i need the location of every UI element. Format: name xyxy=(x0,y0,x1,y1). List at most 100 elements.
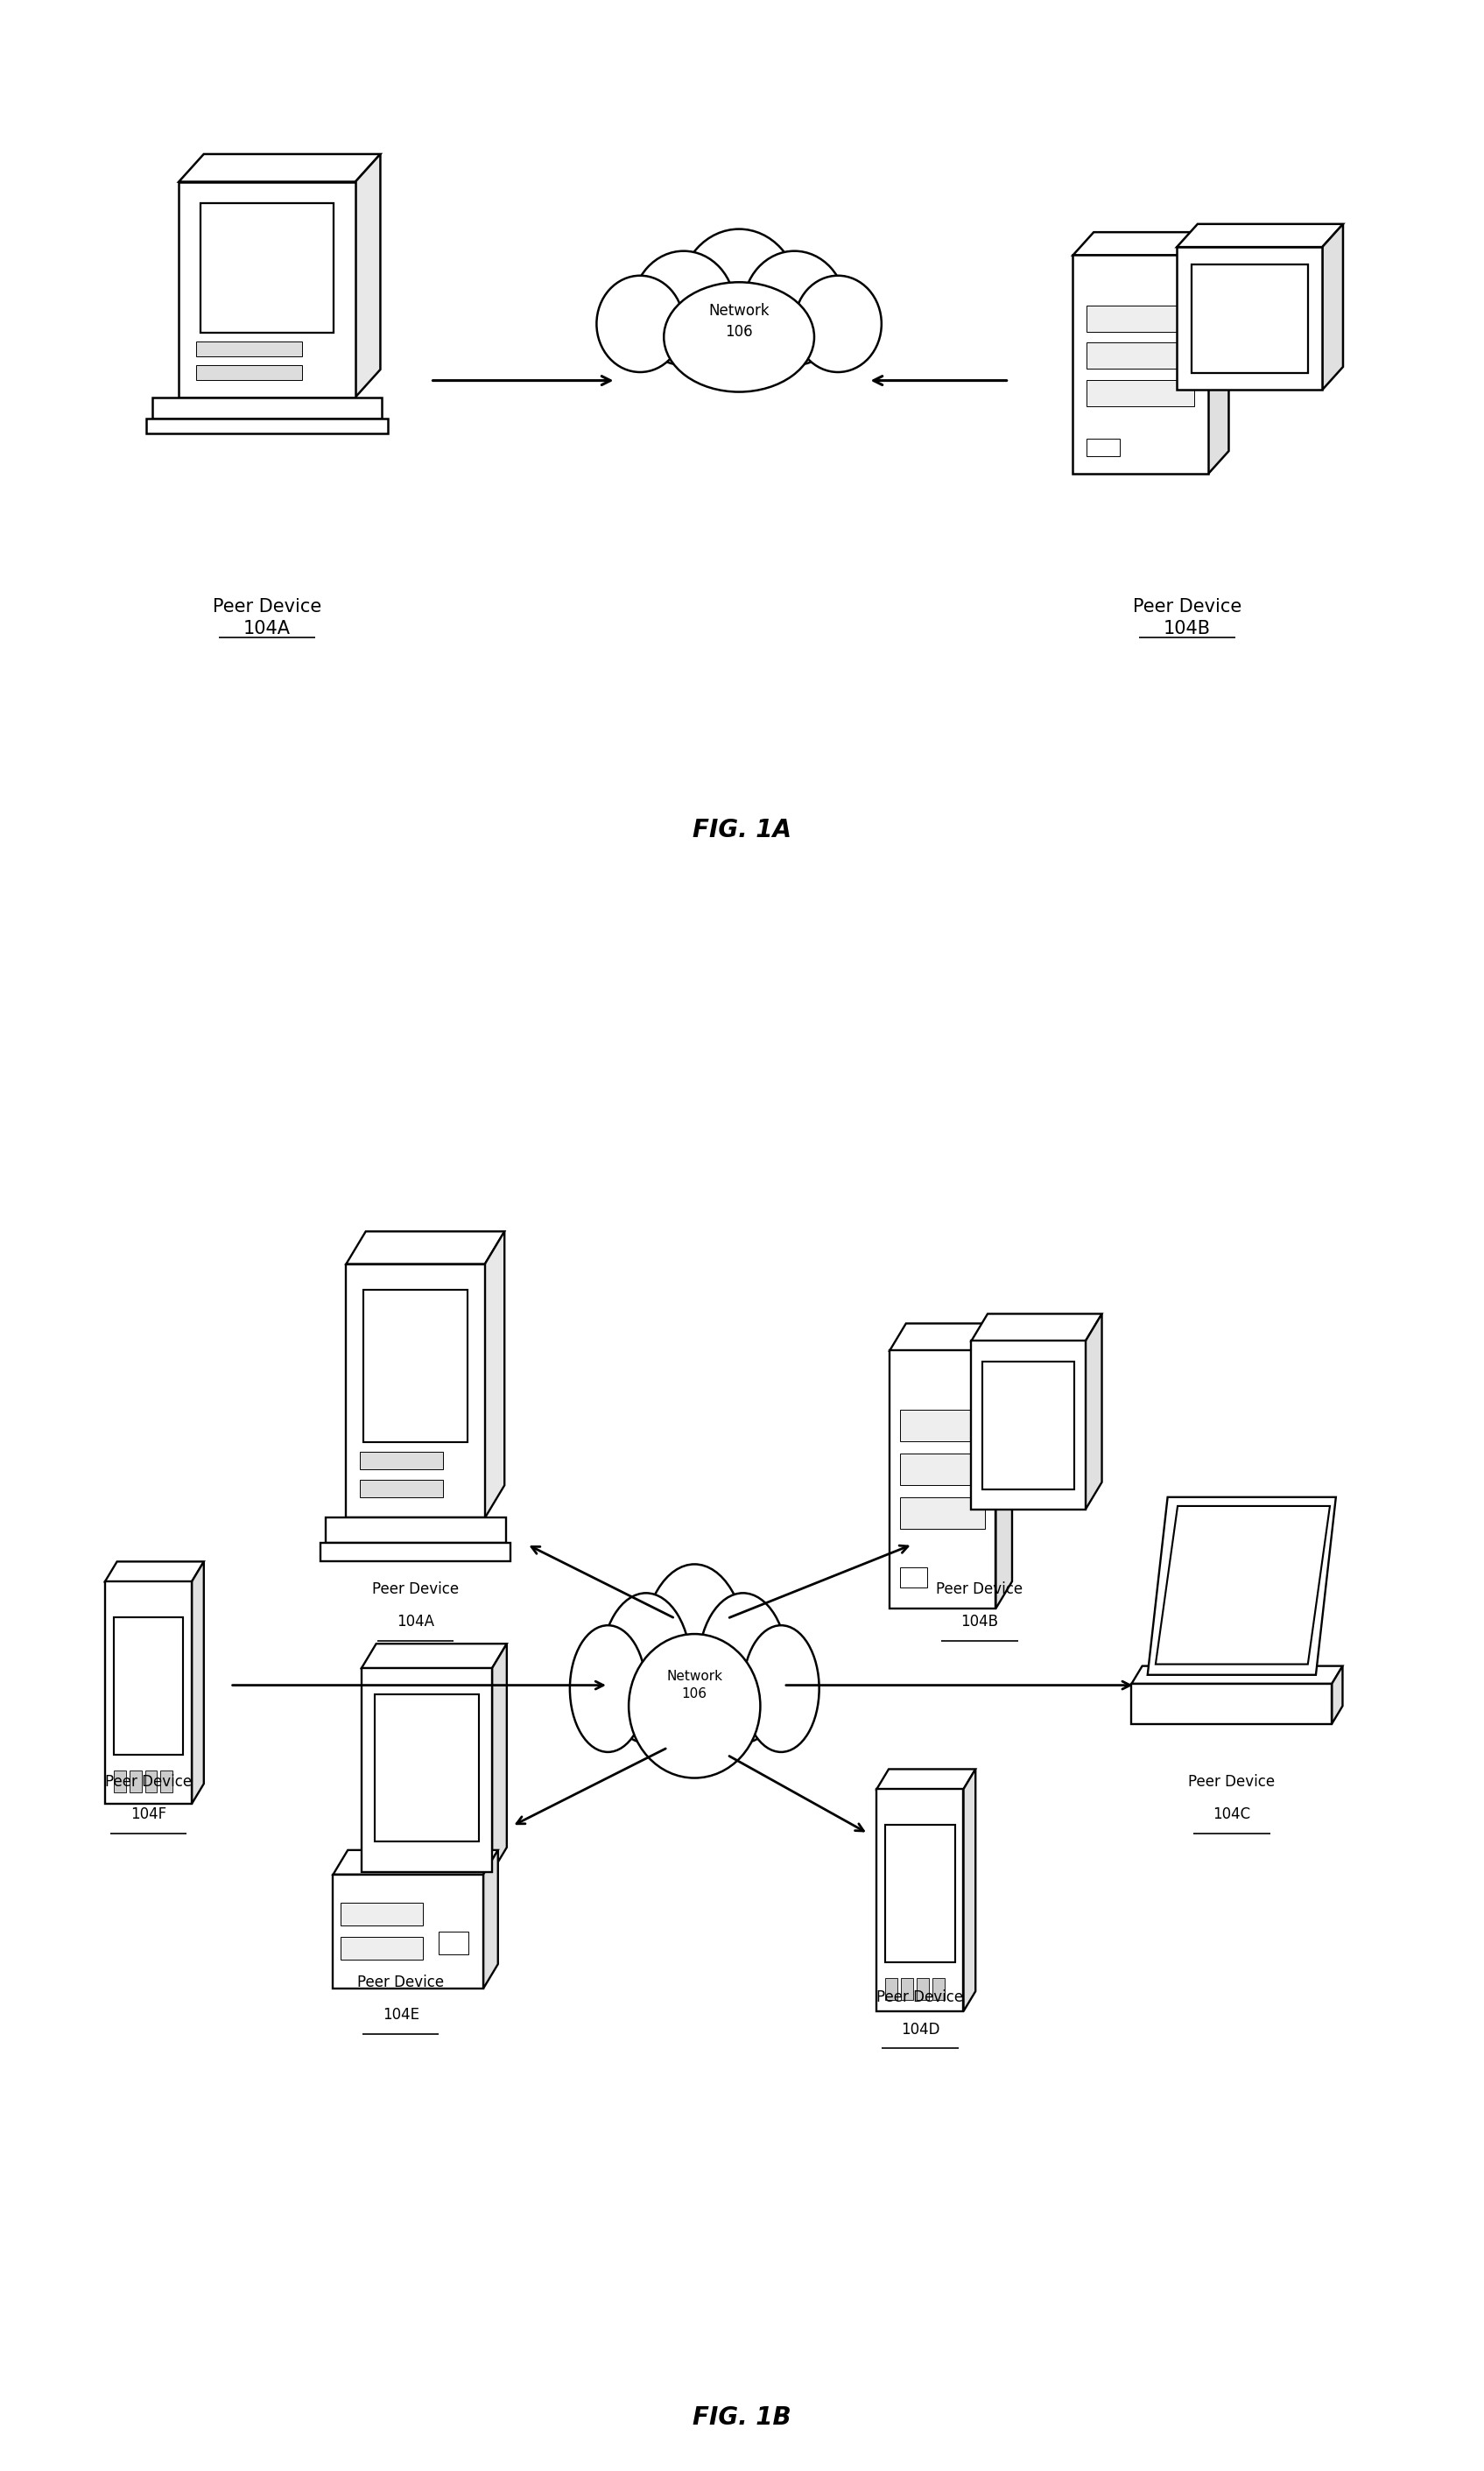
Bar xyxy=(901,1977,913,1999)
Polygon shape xyxy=(191,1562,203,1804)
Polygon shape xyxy=(484,1851,499,1989)
Bar xyxy=(901,1453,985,1485)
Text: 104F: 104F xyxy=(131,1806,166,1824)
Text: Peer Device: Peer Device xyxy=(877,1989,963,2004)
Ellipse shape xyxy=(632,252,735,366)
Text: Peer Device: Peer Device xyxy=(212,598,322,615)
Polygon shape xyxy=(1086,1315,1101,1510)
Bar xyxy=(1086,381,1195,405)
Bar xyxy=(325,1517,506,1544)
Bar xyxy=(129,1769,141,1791)
Bar xyxy=(178,183,356,398)
Ellipse shape xyxy=(597,277,684,373)
Bar xyxy=(341,1903,423,1925)
Text: FIG. 1A: FIG. 1A xyxy=(693,818,791,843)
Bar xyxy=(1086,306,1195,331)
Text: Peer Device: Peer Device xyxy=(105,1774,191,1789)
Bar xyxy=(971,1342,1085,1510)
Text: 104B: 104B xyxy=(960,1614,999,1631)
Bar xyxy=(114,1769,126,1791)
Text: Peer Device: Peer Device xyxy=(358,1974,444,1989)
Bar xyxy=(917,1977,929,1999)
Ellipse shape xyxy=(629,1633,760,1779)
Polygon shape xyxy=(1333,1665,1343,1725)
Bar xyxy=(982,1362,1074,1490)
Bar xyxy=(886,1824,954,1962)
Polygon shape xyxy=(178,153,380,183)
Polygon shape xyxy=(1073,232,1229,255)
Ellipse shape xyxy=(743,1626,819,1752)
Bar xyxy=(346,1265,485,1517)
Bar xyxy=(362,1668,493,1873)
Text: FIG. 1B: FIG. 1B xyxy=(693,2404,791,2429)
Bar xyxy=(1073,255,1208,474)
Polygon shape xyxy=(346,1231,505,1265)
Bar xyxy=(160,1769,172,1791)
Ellipse shape xyxy=(601,1594,692,1742)
Bar xyxy=(196,341,303,356)
Polygon shape xyxy=(1208,232,1229,474)
Bar xyxy=(877,1789,963,2011)
Polygon shape xyxy=(971,1315,1101,1342)
Ellipse shape xyxy=(680,230,798,361)
Polygon shape xyxy=(877,1769,975,1789)
Polygon shape xyxy=(1156,1505,1330,1663)
Text: Peer Device: Peer Device xyxy=(936,1581,1022,1596)
Bar xyxy=(1131,1683,1333,1725)
Text: 104C: 104C xyxy=(1212,1806,1251,1824)
Bar xyxy=(361,1453,444,1470)
Bar xyxy=(374,1695,479,1841)
Ellipse shape xyxy=(663,282,815,393)
Text: 104B: 104B xyxy=(1163,620,1211,638)
Polygon shape xyxy=(1147,1497,1336,1675)
Bar xyxy=(890,1352,996,1609)
Polygon shape xyxy=(963,1769,975,2011)
Bar xyxy=(145,1769,157,1791)
Polygon shape xyxy=(332,1851,499,1875)
Bar xyxy=(886,1977,898,1999)
Bar xyxy=(114,1616,183,1754)
Ellipse shape xyxy=(697,1594,788,1742)
Polygon shape xyxy=(105,1562,203,1581)
Polygon shape xyxy=(996,1324,1012,1609)
Polygon shape xyxy=(890,1324,1012,1352)
Polygon shape xyxy=(1177,225,1343,247)
Text: 104E: 104E xyxy=(383,2006,418,2024)
Bar xyxy=(332,1875,484,1989)
Bar xyxy=(1192,264,1307,373)
Ellipse shape xyxy=(643,1564,746,1737)
Bar xyxy=(153,398,381,418)
Polygon shape xyxy=(493,1643,508,1873)
Text: Peer Device: Peer Device xyxy=(1132,598,1242,615)
Text: Network
106: Network 106 xyxy=(666,1670,723,1700)
Text: 104D: 104D xyxy=(901,2021,939,2039)
Polygon shape xyxy=(485,1231,505,1517)
Bar xyxy=(321,1544,510,1562)
Bar xyxy=(147,418,387,435)
Bar xyxy=(361,1480,444,1497)
Bar xyxy=(901,1567,928,1589)
Polygon shape xyxy=(362,1643,508,1668)
Polygon shape xyxy=(1131,1665,1343,1683)
Bar xyxy=(901,1411,985,1441)
Bar xyxy=(1177,247,1322,390)
Bar xyxy=(438,1932,469,1955)
Ellipse shape xyxy=(794,277,881,373)
Polygon shape xyxy=(1322,225,1343,390)
Text: 104A: 104A xyxy=(243,620,291,638)
Ellipse shape xyxy=(570,1626,646,1752)
Bar xyxy=(1086,440,1120,457)
Text: Network
106: Network 106 xyxy=(708,304,770,339)
Bar xyxy=(901,1497,985,1530)
Bar xyxy=(1086,343,1195,368)
Bar xyxy=(341,1937,423,1960)
Bar xyxy=(105,1581,191,1804)
Ellipse shape xyxy=(743,252,846,366)
Polygon shape xyxy=(356,153,380,398)
Bar xyxy=(196,366,303,381)
Bar xyxy=(200,203,334,334)
Text: Peer Device: Peer Device xyxy=(372,1581,459,1596)
Text: Peer Device: Peer Device xyxy=(1189,1774,1275,1789)
Text: 104A: 104A xyxy=(396,1614,435,1631)
Bar xyxy=(932,1977,944,1999)
